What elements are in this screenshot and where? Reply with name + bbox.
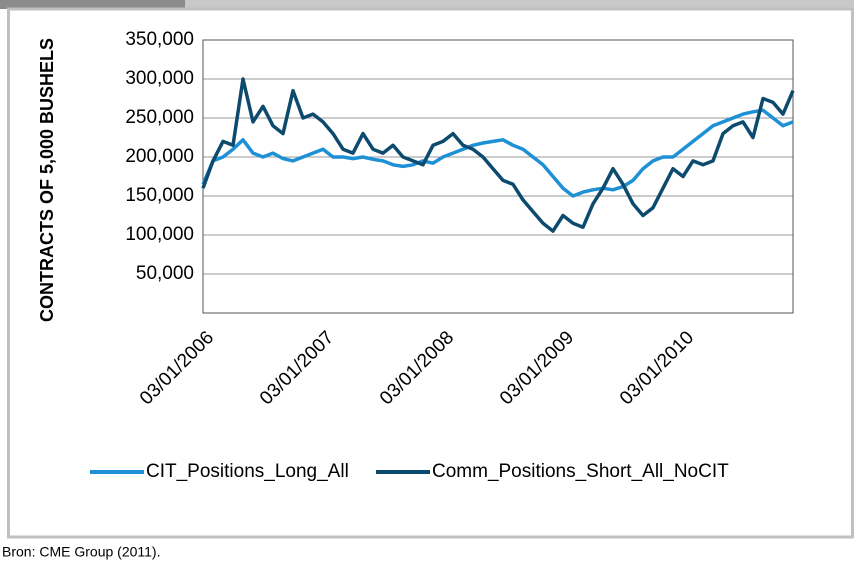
y-tick-label: 150,000 [125, 185, 194, 206]
y-tick-label: 200,000 [125, 146, 194, 167]
x-tick-label: 03/01/2009 [496, 327, 578, 409]
header-bar [185, 0, 854, 9]
legend-label: CIT_Positions_Long_All [146, 461, 349, 482]
x-tick-label: 03/01/2010 [616, 327, 698, 409]
x-tick-label: 03/01/2007 [256, 327, 338, 409]
series-line [201, 108, 794, 198]
y-tick-label: 50,000 [136, 263, 194, 284]
header-tab [0, 0, 185, 9]
source-note: Bron: CME Group (2011). [2, 544, 160, 560]
y-tick-label: 350,000 [125, 29, 194, 50]
x-tick-label: 03/01/2006 [136, 327, 218, 409]
legend-label: Comm_Positions_Short_All_NoCIT [432, 461, 729, 482]
plot-area [202, 39, 794, 314]
x-tick-label: 03/01/2008 [376, 327, 458, 409]
y-tick-label: 250,000 [125, 107, 194, 128]
y-tick-label: 100,000 [125, 224, 194, 245]
series-line [201, 77, 795, 233]
y-tick-label: 300,000 [125, 68, 194, 89]
chart-frame [7, 7, 854, 539]
y-axis-label: CONTRACTS OF 5,000 BUSHELS [37, 38, 57, 322]
